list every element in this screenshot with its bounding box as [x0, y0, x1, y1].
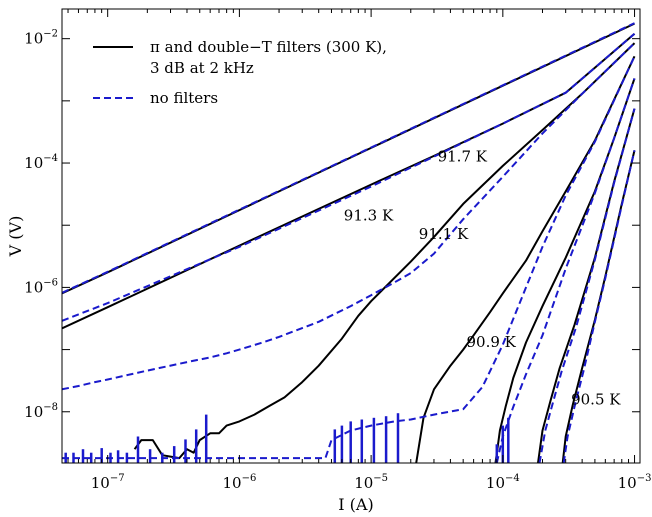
y-tick-label: 10−2	[24, 29, 58, 48]
legend-label-no-filters: no filters	[150, 89, 218, 107]
legend: π and double−T filters (300 K), 3 dB at …	[93, 38, 387, 107]
series-line-filtered-6	[415, 55, 636, 463]
series-line-filtered-2	[62, 32, 636, 330]
x-tick-label: 10−3	[618, 473, 652, 492]
series-line-no-filters-11	[538, 108, 636, 463]
curve-temperature-label: 90.5 K	[571, 391, 621, 409]
curve-temperature-label: 90.9 K	[467, 333, 517, 351]
series-layer	[62, 22, 636, 463]
x-tick-label: 10−4	[486, 473, 520, 492]
y-tick-label: 10−8	[24, 402, 58, 421]
x-tick-label: 10−7	[91, 473, 125, 492]
curve-temperature-label: 91.7 K	[438, 148, 488, 166]
tick-layer: 10−7 10−6 10−5 10−4 10−3 10−8 10−6 10−4 10−2	[24, 9, 651, 492]
y-axis-label: V (V)	[6, 216, 25, 258]
x-tick-label: 10−6	[222, 473, 256, 492]
annotation-layer: 91.7 K 91.3 K 91.1 K 90.9 K 90.5 K	[344, 148, 621, 409]
x-axis-label: I (A)	[338, 495, 373, 514]
plot-frame	[61, 8, 641, 464]
series-line-no-filters-1	[62, 22, 635, 294]
series-line-no-filters-9	[495, 78, 636, 463]
legend-label-filtered-sub: 3 dB at 2 kHz	[150, 59, 254, 77]
series-line-no-filters-5	[62, 42, 636, 391]
curve-temperature-label: 91.1 K	[419, 225, 469, 243]
series-line-filtered-8	[494, 78, 636, 463]
x-tick-label: 10−5	[354, 473, 388, 492]
series-line-no-filters-3	[62, 32, 636, 322]
curve-temperature-label: 91.3 K	[344, 206, 394, 224]
series-line-no-filters-7	[62, 55, 636, 460]
y-tick-label: 10−4	[24, 153, 58, 172]
y-tick-label: 10−6	[24, 277, 58, 296]
legend-label-filtered: π and double−T filters (300 K),	[150, 38, 387, 56]
